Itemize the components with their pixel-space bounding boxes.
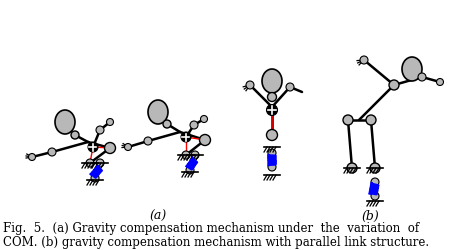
- Text: COM. (b) gravity compensation mechanism with parallel link structure.: COM. (b) gravity compensation mechanism …: [3, 236, 429, 249]
- Circle shape: [181, 132, 191, 142]
- Circle shape: [347, 163, 357, 173]
- Circle shape: [360, 56, 368, 64]
- Circle shape: [389, 80, 399, 90]
- Circle shape: [71, 131, 79, 139]
- Ellipse shape: [55, 110, 75, 134]
- Circle shape: [286, 83, 294, 91]
- Circle shape: [104, 142, 116, 154]
- Circle shape: [190, 121, 198, 129]
- Circle shape: [125, 144, 131, 150]
- Circle shape: [267, 92, 276, 102]
- Circle shape: [107, 118, 113, 126]
- Circle shape: [28, 154, 36, 160]
- Text: (a): (a): [149, 210, 167, 223]
- Circle shape: [266, 104, 277, 116]
- Text: Fig.  5.  (a) Gravity compensation mechanism under  the  variation  of: Fig. 5. (a) Gravity compensation mechani…: [3, 222, 419, 235]
- Ellipse shape: [402, 57, 422, 81]
- Circle shape: [200, 134, 210, 145]
- Text: (b): (b): [361, 210, 379, 223]
- Circle shape: [91, 174, 99, 182]
- Circle shape: [48, 148, 56, 156]
- Circle shape: [144, 137, 152, 145]
- Circle shape: [371, 192, 379, 200]
- Circle shape: [191, 151, 199, 159]
- Circle shape: [370, 163, 380, 173]
- Circle shape: [343, 115, 353, 125]
- Circle shape: [163, 120, 171, 128]
- Circle shape: [201, 116, 208, 122]
- Circle shape: [366, 115, 376, 125]
- Circle shape: [88, 142, 98, 152]
- Ellipse shape: [262, 69, 282, 93]
- Circle shape: [182, 151, 190, 159]
- Circle shape: [266, 130, 277, 140]
- Circle shape: [268, 149, 276, 157]
- Circle shape: [437, 78, 444, 86]
- Circle shape: [371, 178, 379, 186]
- Circle shape: [418, 73, 426, 81]
- Circle shape: [86, 159, 94, 167]
- Ellipse shape: [148, 100, 168, 124]
- Circle shape: [96, 159, 104, 167]
- Circle shape: [96, 126, 104, 134]
- Circle shape: [268, 163, 276, 171]
- Circle shape: [246, 81, 254, 89]
- Circle shape: [186, 166, 194, 174]
